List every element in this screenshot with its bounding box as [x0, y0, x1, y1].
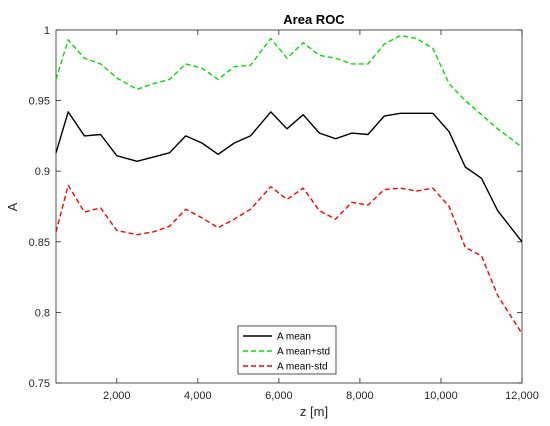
x-axis-label: z [m] — [300, 404, 328, 419]
x-tick-label: 8,000 — [346, 390, 374, 402]
x-tick-label: 12,000 — [505, 390, 539, 402]
x-tick-label: 4,000 — [184, 390, 212, 402]
y-tick-label: 0.8 — [35, 307, 50, 319]
series-line-a-mean — [55, 111, 523, 243]
x-tick-label: 6,000 — [265, 390, 293, 402]
chart-title: Area ROC — [283, 12, 345, 27]
legend-label: A mean+std — [277, 347, 330, 358]
y-tick-label: 0.9 — [35, 166, 50, 178]
y-axis-label: A — [5, 202, 20, 211]
legend-label: A mean-std — [277, 362, 328, 373]
y-tick-label: 0.85 — [29, 237, 50, 249]
y-tick-label: 0.75 — [29, 378, 50, 390]
series-line-a-mean-std — [55, 184, 523, 334]
series-line-a-mean-std — [55, 34, 523, 148]
legend-label: A mean — [277, 332, 311, 343]
axes-box — [55, 29, 523, 384]
y-tick-label: 0.95 — [29, 96, 50, 108]
plot-area: 2,000 4,000 6,000 8,000 10,000 12,000 0.75 0.8 0… — [29, 25, 539, 402]
x-tick-label: 10,000 — [424, 390, 458, 402]
x-tick-label: 2,000 — [103, 390, 131, 402]
legend: A mean A mean+std A mean-std — [237, 325, 337, 375]
y-tick-label: 1 — [44, 25, 50, 37]
